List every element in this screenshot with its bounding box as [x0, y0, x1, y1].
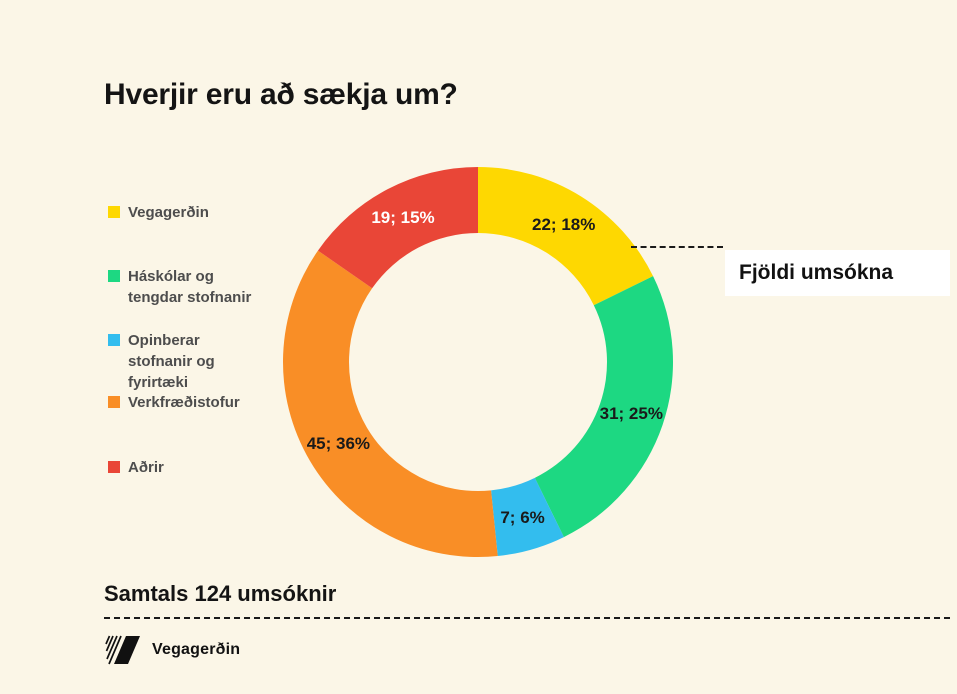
donut-slice — [317, 167, 478, 289]
donut-slice — [491, 477, 564, 556]
legend-label: Aðrir — [128, 459, 164, 476]
legend-label: Vegagerðin — [128, 204, 209, 221]
legend-item: Háskólar og tengdar stofnanir — [108, 266, 260, 308]
slice-label: 19; 15% — [371, 208, 435, 228]
total-label: Samtals 124 umsóknir — [104, 581, 337, 606]
page-title: Hverjir eru að sækja um? — [104, 78, 458, 111]
callout-label: Fjöldi umsókna — [739, 261, 894, 284]
donut-slice — [534, 276, 673, 538]
legend-swatch — [108, 461, 120, 473]
legend-item: Opinberar stofnanir og fyrirtæki — [108, 330, 260, 393]
legend-swatch — [108, 270, 120, 282]
slice-label: 22; 18% — [532, 214, 596, 234]
footer-brand-name: Vegagerðin — [152, 641, 241, 658]
legend-swatch — [108, 334, 120, 346]
legend-swatch — [108, 206, 120, 218]
slice-label: 7; 6% — [500, 507, 545, 527]
legend-item: Vegagerðin — [108, 202, 209, 223]
slice-label: 45; 36% — [306, 434, 371, 454]
legend-item: Verkfræðistofur — [108, 392, 240, 413]
footer-brand: Vegagerðin — [103, 635, 240, 665]
vegagerdin-logo-icon — [105, 635, 140, 665]
legend-label: Verkfræðistofur — [128, 394, 240, 411]
legend-label: Opinberar stofnanir og fyrirtæki — [128, 332, 215, 391]
bottom-dashed-divider — [104, 617, 950, 619]
chart-legend: Vegagerðin Háskólar og tengdar stofnanir O… — [0, 0, 260, 694]
callout-box: Fjöldi umsókna — [725, 250, 950, 296]
legend-swatch — [108, 396, 120, 408]
callout-dashed-line — [631, 246, 723, 248]
donut-slice — [478, 167, 654, 306]
legend-item: Aðrir — [108, 457, 164, 478]
donut-slice — [282, 250, 498, 557]
legend-label: Háskólar og tengdar stofnanir — [128, 268, 252, 306]
slice-label: 31; 25% — [599, 404, 663, 424]
donut-svg — [282, 167, 673, 557]
